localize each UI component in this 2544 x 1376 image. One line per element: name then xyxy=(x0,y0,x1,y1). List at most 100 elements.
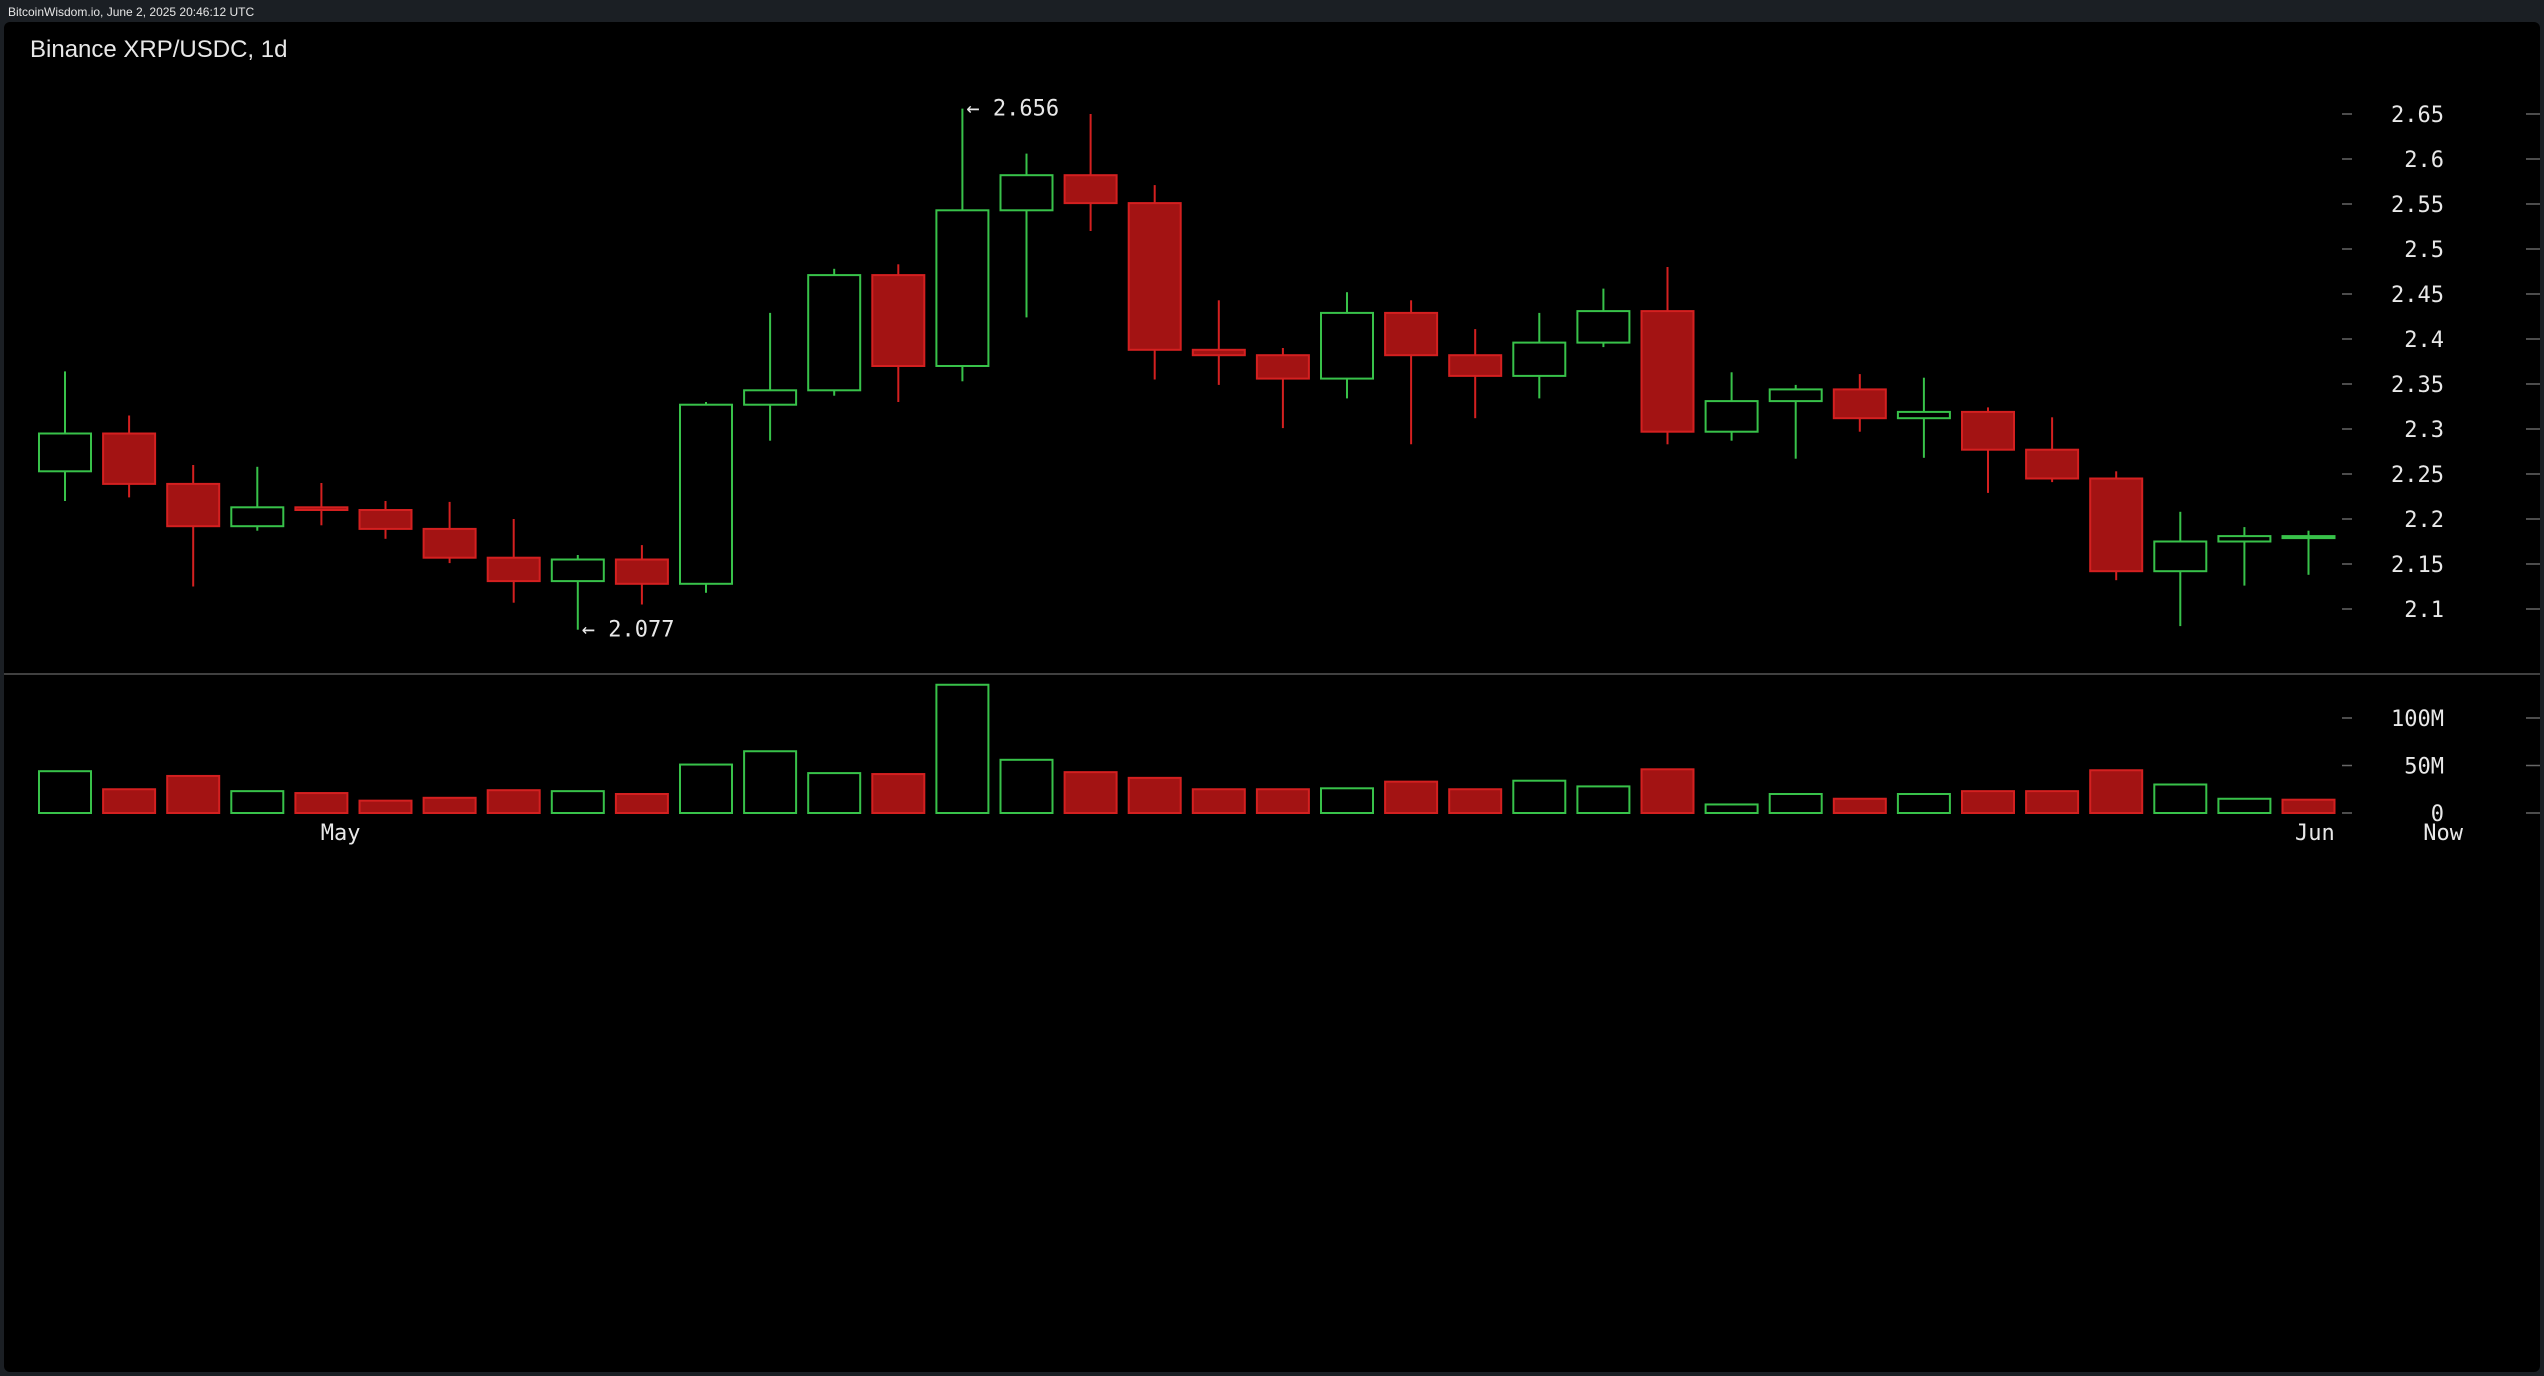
volume-axis: 100M 50M 0 xyxy=(2342,707,2540,827)
candle-body-down xyxy=(1127,202,1182,351)
volume-bar-down xyxy=(1255,788,1310,814)
candle-body-up xyxy=(550,558,605,583)
volume-bar-down xyxy=(2025,790,2080,815)
candle xyxy=(1768,384,1823,459)
candle-body-down xyxy=(1832,388,1887,420)
price-tick-label: 2.25 xyxy=(2391,463,2444,488)
candle xyxy=(1063,114,1118,231)
volume-bar-up xyxy=(743,750,798,814)
candle xyxy=(550,555,605,630)
candle-body-down xyxy=(358,509,413,530)
candle xyxy=(1255,348,1310,429)
candle-body-up xyxy=(1512,341,1567,377)
volume-bars-layer xyxy=(38,683,2336,815)
price-annotation: ← 2.656 xyxy=(966,97,1059,122)
candles-layer xyxy=(38,108,2336,630)
volume-bar-down xyxy=(1191,788,1246,814)
price-tick-label: 2.4 xyxy=(2404,328,2444,353)
candle-body-up xyxy=(1896,410,1951,420)
candle-body-down xyxy=(1191,348,1246,357)
time-axis-label: May xyxy=(321,821,361,846)
candle-body-down xyxy=(102,432,157,485)
candle xyxy=(486,519,541,603)
volume-bar-up xyxy=(38,770,92,815)
candle xyxy=(2089,471,2144,581)
volume-tick-label: 100M xyxy=(2391,707,2444,732)
candle xyxy=(1512,312,1567,399)
volume-bar-down xyxy=(102,788,157,814)
price-axis: 2.65 2.6 2.55 2.5 2.45 2.4 2.35 2.3 2.25 2.2 2.15 2… xyxy=(2342,103,2540,623)
volume-bar-up xyxy=(679,763,733,814)
candle-body-down xyxy=(614,558,669,585)
price-tick-label: 2.3 xyxy=(2404,418,2444,443)
volume-bar-up xyxy=(999,758,1054,814)
candle xyxy=(1896,377,1951,458)
volume-bar-up xyxy=(2217,797,2272,814)
candle-body-down xyxy=(871,274,926,368)
candle xyxy=(999,153,1054,318)
volume-bar-down xyxy=(1127,776,1182,814)
volume-bar-up xyxy=(1320,787,1374,814)
volume-bar-down xyxy=(1961,790,2015,815)
candle xyxy=(230,466,285,531)
volume-bar-down xyxy=(1063,771,1118,815)
candle-body-down xyxy=(1063,174,1118,205)
price-annotation: ← 2.077 xyxy=(582,618,675,643)
candle-body-up xyxy=(1768,388,1823,403)
candle xyxy=(935,108,990,382)
candle-body-down xyxy=(1640,310,1695,433)
price-tick-label: 2.6 xyxy=(2404,148,2444,173)
candle xyxy=(743,312,798,441)
candle xyxy=(679,402,733,593)
volume-bar-down xyxy=(2089,769,2144,814)
volume-bar-down xyxy=(166,774,221,815)
candle-body-up xyxy=(935,209,990,367)
candle xyxy=(2153,511,2208,627)
candle-body-down xyxy=(486,556,541,583)
chart-frame: Binance XRP/USDC, 1d 2.65 2.6 2.55 2.5 2.45 2… xyxy=(4,22,2540,1372)
candle-body-down xyxy=(2089,477,2144,573)
chart-title: Binance XRP/USDC, 1d xyxy=(30,36,288,63)
volume-tick-label: 0 xyxy=(2431,802,2444,827)
candle-body-up xyxy=(999,174,1054,212)
volume-bar-down xyxy=(1640,768,1695,814)
volume-bar-up xyxy=(230,790,285,815)
candle-body-down xyxy=(294,506,349,511)
candle xyxy=(2025,417,2080,483)
volume-bar-down xyxy=(1384,780,1439,815)
candle-body-up xyxy=(679,403,733,585)
volume-bar-down xyxy=(294,792,349,814)
volume-bar-up xyxy=(1512,779,1567,815)
volume-bar-down xyxy=(871,773,926,814)
candle xyxy=(38,371,92,501)
time-axis-label: Jun xyxy=(2295,821,2335,846)
candle xyxy=(1320,292,1374,399)
volume-bar-up xyxy=(1896,793,1951,814)
price-tick-label: 2.65 xyxy=(2391,103,2444,128)
volume-bar-up xyxy=(2153,783,2208,814)
candle-body-down xyxy=(1448,354,1503,377)
time-axis-label: Now xyxy=(2423,821,2463,846)
price-tick-label: 2.2 xyxy=(2404,508,2444,533)
volume-bar-up xyxy=(1704,803,1759,815)
time-axis: May Jun Now xyxy=(321,821,2464,846)
candle xyxy=(1576,288,1631,348)
price-tick-label: 2.55 xyxy=(2391,193,2444,218)
price-tick-label: 2.5 xyxy=(2404,238,2444,263)
candle xyxy=(1704,372,1759,441)
candle-body-up xyxy=(1320,311,1374,380)
candle-body-up xyxy=(2217,535,2272,543)
candle-body-up xyxy=(38,432,92,473)
candle-body-up xyxy=(807,274,862,392)
candle-body-down xyxy=(1255,354,1310,380)
candle xyxy=(358,501,413,539)
timestamp-stamp: BitcoinWisdom.io, June 2, 2025 20:46:12 … xyxy=(8,5,255,19)
candle-body-down xyxy=(166,482,221,528)
candle xyxy=(614,545,669,605)
candle xyxy=(2281,530,2336,575)
volume-bar-down xyxy=(1448,788,1503,814)
volume-bar-down xyxy=(1832,797,1887,814)
candle-body-up xyxy=(230,506,285,528)
price-tick-label: 2.35 xyxy=(2391,373,2444,398)
chart-svg[interactable]: 2.65 2.6 2.55 2.5 2.45 2.4 2.35 2.3 2.25 2.2 2.15 2… xyxy=(4,22,2540,1372)
